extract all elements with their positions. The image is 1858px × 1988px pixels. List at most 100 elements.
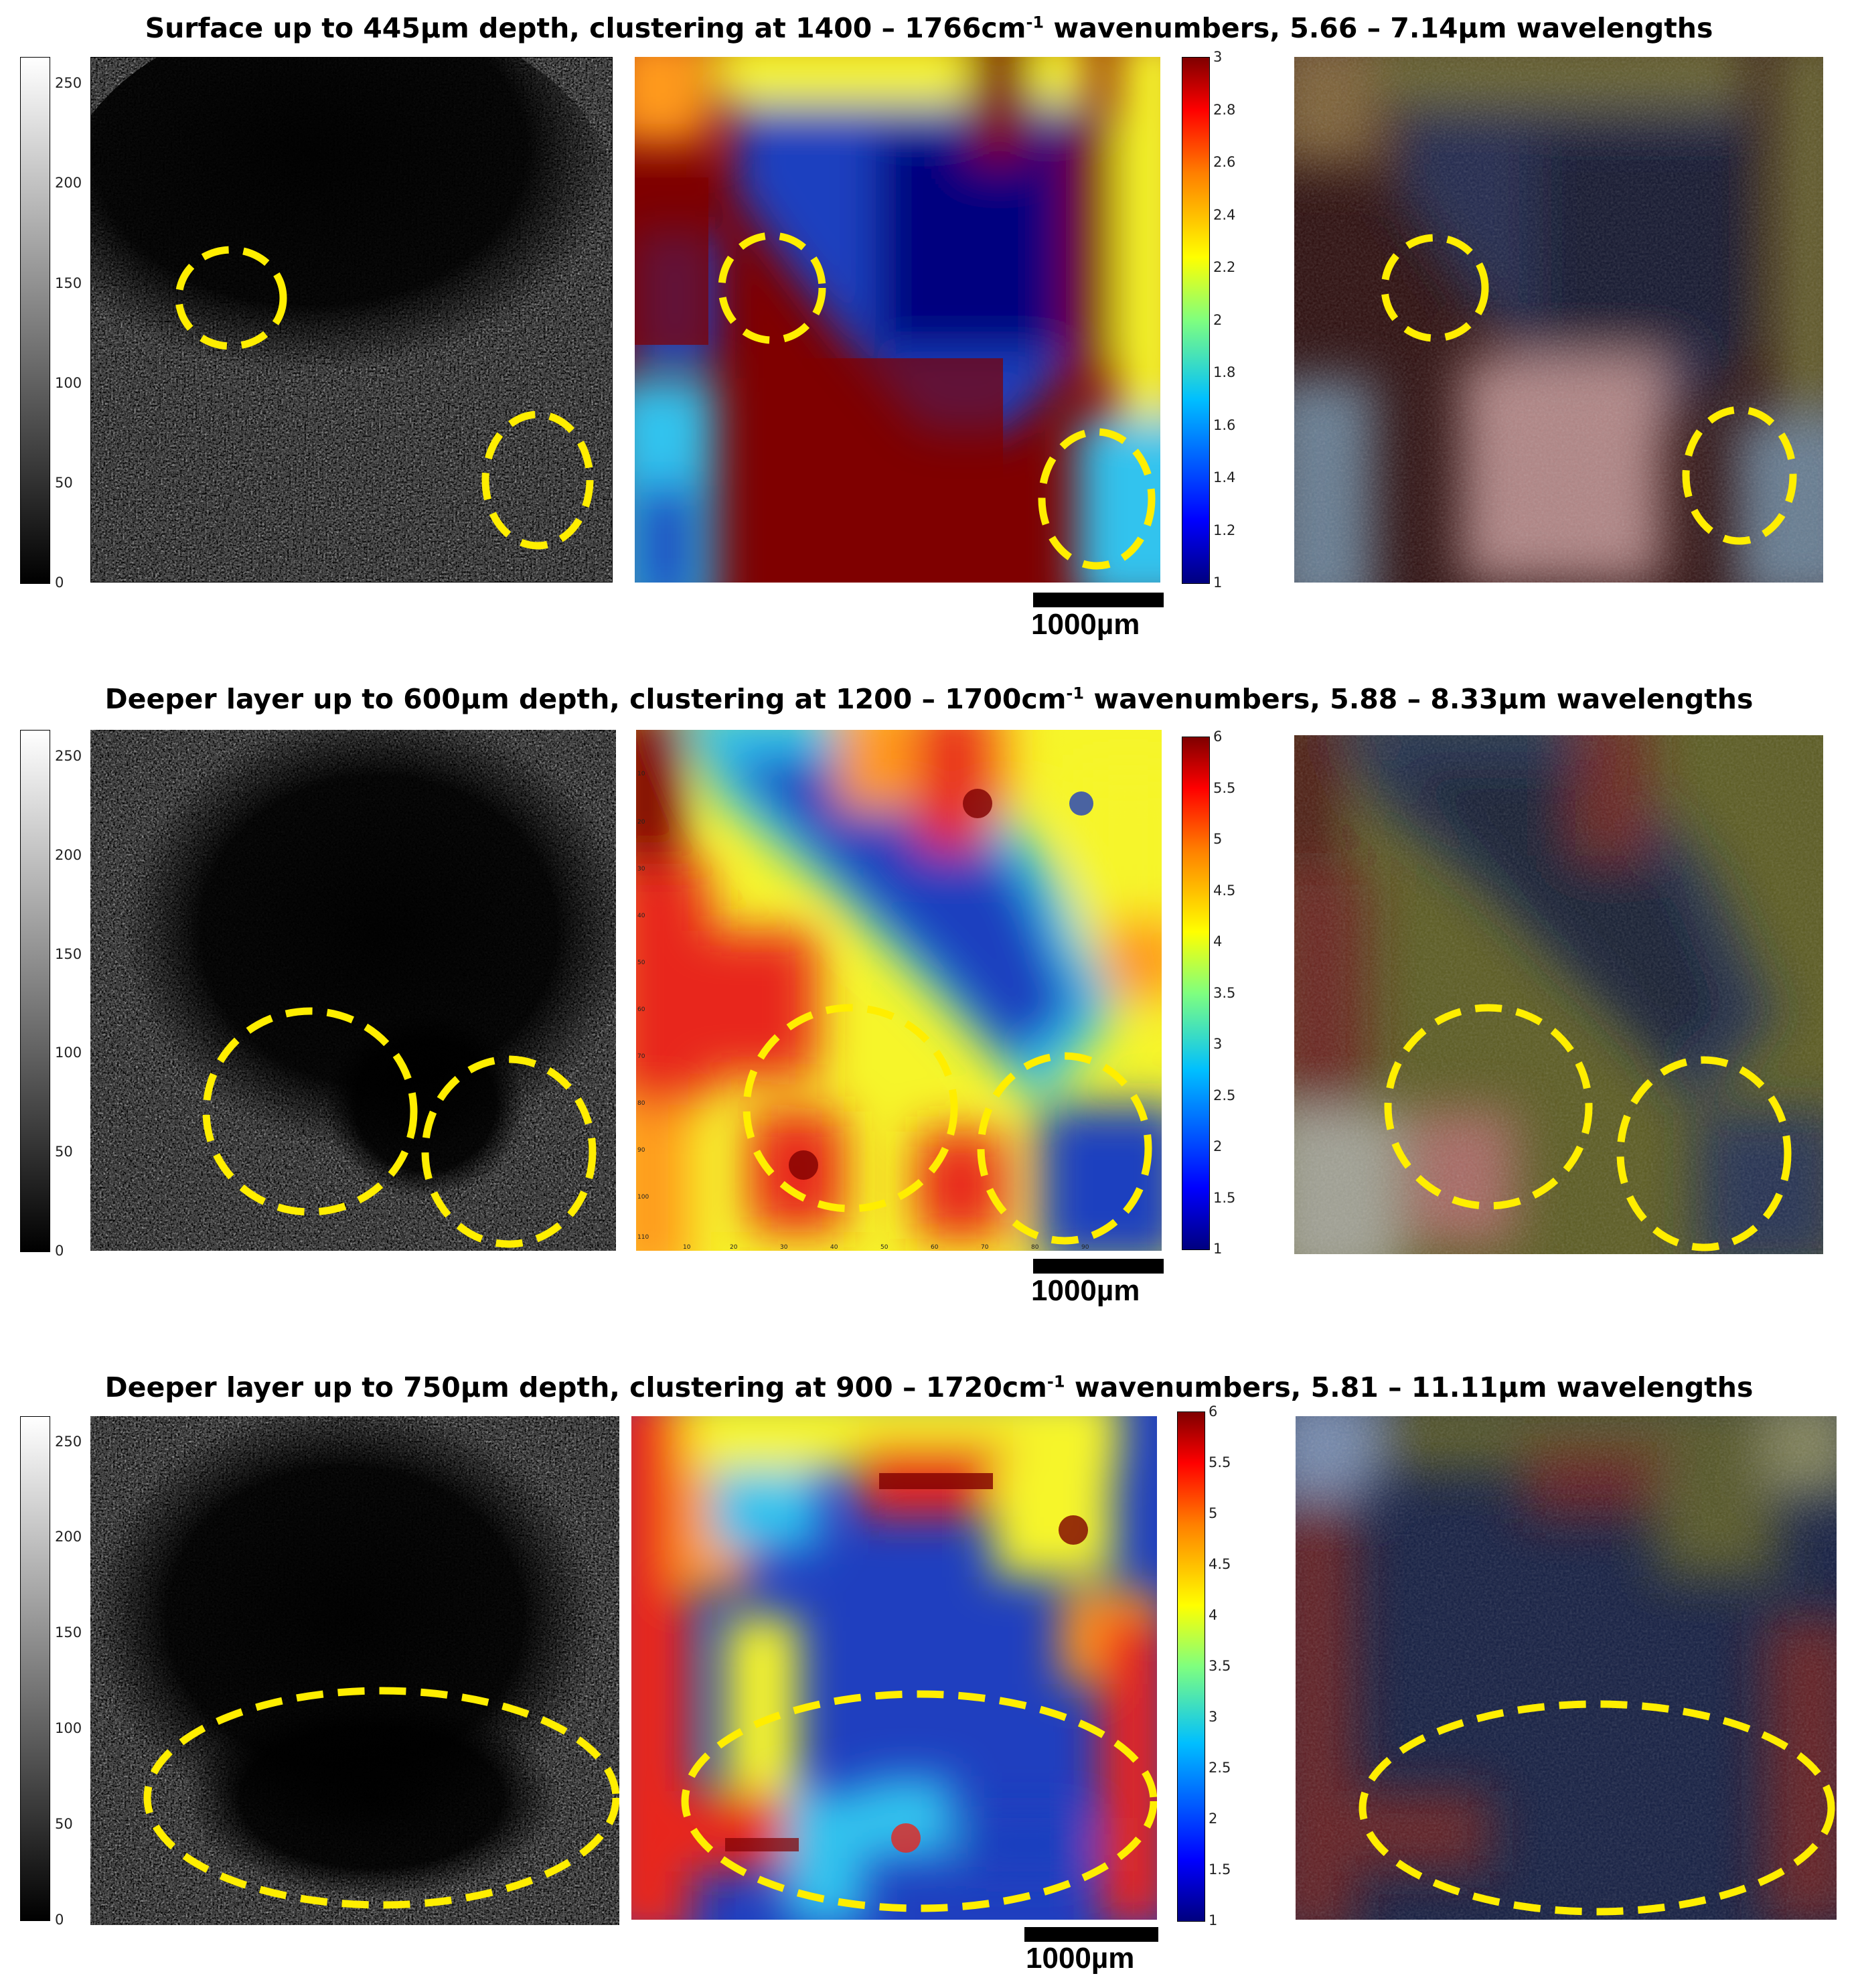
jet-tick: 5 (1213, 831, 1223, 847)
row-3-jet-colorbar (1177, 1411, 1205, 1922)
gray-tick: 0 (55, 575, 64, 591)
jet-tick: 1.8 (1213, 364, 1236, 380)
jet-tick: 2 (1209, 1811, 1218, 1827)
row-2-overlay-image (1294, 735, 1823, 1254)
svg-text:50: 50 (880, 1244, 888, 1251)
heatmap-axis-ticks: 10 20 30 40 50 60 70 80 90 100 110 10 20 30 40 50 60 70 8… (637, 771, 1089, 1251)
row-3-gray-colorbar-ticks: 0 50 100 150 200 250 (55, 1416, 95, 1928)
jet-tick: 4 (1213, 933, 1223, 949)
jet-tick: 1.5 (1213, 1189, 1236, 1206)
row-2-scale-label: 1000µm (1031, 1274, 1140, 1307)
jet-tick: 1.6 (1213, 416, 1236, 433)
jet-tick: 1.2 (1213, 522, 1236, 538)
highlight-circle (481, 410, 594, 550)
gray-tick: 150 (55, 275, 82, 291)
jet-tick: 4.5 (1209, 1556, 1231, 1572)
gray-tick: 150 (55, 1624, 82, 1641)
highlight-circle (1038, 428, 1156, 570)
svg-text:90: 90 (637, 1147, 645, 1154)
gray-tick: 250 (55, 747, 82, 764)
svg-text:70: 70 (637, 1053, 645, 1060)
jet-tick: 4 (1209, 1607, 1218, 1623)
gray-tick: 50 (55, 1144, 73, 1160)
jet-tick: 2 (1213, 311, 1223, 328)
highlight-circle (1359, 1700, 1835, 1916)
svg-text:20: 20 (730, 1244, 738, 1251)
gray-tick: 150 (55, 945, 82, 962)
svg-text:20: 20 (637, 819, 645, 826)
row-2-jet-colorbar-ticks: 1 1.5 2 2.5 3 3.5 4 4.5 5 5.5 6 (1213, 729, 1253, 1257)
jet-tick: 2.5 (1209, 1760, 1231, 1776)
row-3-title: Deeper layer up to 750µm depth, clusteri… (104, 1371, 1754, 1403)
row-3-gray-colorbar (20, 1416, 50, 1921)
row-3-cluster-heatmap (631, 1416, 1157, 1920)
highlight-circle (718, 232, 826, 344)
jet-tick: 3 (1209, 1709, 1218, 1725)
svg-text:70: 70 (981, 1244, 989, 1251)
highlight-circle (681, 1690, 1157, 1912)
jet-tick: 1.4 (1213, 469, 1236, 485)
svg-text:60: 60 (637, 1006, 645, 1013)
jet-tick: 2.5 (1213, 1087, 1236, 1103)
svg-text:50: 50 (637, 960, 645, 966)
highlight-circle (421, 1055, 597, 1248)
jet-tick: 5.5 (1209, 1454, 1231, 1470)
jet-tick: 5.5 (1213, 779, 1236, 796)
jet-tick: 3.5 (1213, 984, 1236, 1001)
row-1-gray-colorbar (20, 57, 50, 584)
highlight-circle (143, 1687, 619, 1909)
svg-text:100: 100 (637, 1194, 649, 1201)
highlight-circle (1381, 234, 1489, 342)
gray-tick: 250 (55, 75, 82, 92)
gray-tick: 250 (55, 1433, 82, 1450)
gray-tick: 100 (55, 1720, 82, 1737)
row-1-overlay-image (1294, 57, 1823, 583)
svg-text:30: 30 (637, 866, 645, 872)
row-2-grayscale-image (90, 730, 616, 1251)
jet-tick: 3 (1213, 1036, 1223, 1052)
svg-text:80: 80 (637, 1100, 645, 1107)
row-1-scale-bar (1033, 593, 1164, 607)
highlight-circle (1384, 1004, 1593, 1210)
row-2-jet-colorbar (1182, 737, 1210, 1250)
highlight-circle (1616, 1056, 1792, 1251)
jet-tick: 3.5 (1209, 1658, 1231, 1674)
row-2-cluster-heatmap: 10 20 30 40 50 60 70 80 90 100 110 10 20 30 40 50 60 70 8… (636, 730, 1162, 1251)
gray-tick: 200 (55, 846, 82, 863)
svg-text:60: 60 (931, 1244, 939, 1251)
row-1-scale-label: 1000µm (1031, 608, 1140, 641)
highlight-circle (743, 1004, 958, 1213)
row-3-overlay-image (1296, 1416, 1837, 1920)
svg-text:90: 90 (1081, 1244, 1089, 1251)
row-1-jet-colorbar-ticks: 1 1.2 1.4 1.6 1.8 2 2.2 2.4 2.6 2.8 3 (1213, 49, 1253, 591)
gray-tick: 200 (55, 1529, 82, 1545)
gray-tick: 0 (55, 1912, 64, 1928)
jet-tick: 1 (1209, 1912, 1218, 1928)
jet-tick: 2.2 (1213, 259, 1236, 275)
gray-tick: 50 (55, 1816, 73, 1833)
row-2-gray-colorbar-ticks: 0 50 100 150 200 250 (55, 730, 95, 1259)
jet-tick: 1.5 (1209, 1861, 1231, 1878)
jet-tick: 6 (1213, 729, 1223, 745)
jet-tick: 2.4 (1213, 206, 1236, 223)
svg-text:40: 40 (637, 913, 645, 919)
gray-tick: 50 (55, 474, 73, 491)
svg-text:10: 10 (683, 1244, 691, 1251)
row-1-title: Surface up to 445µm depth, clustering at… (145, 12, 1713, 44)
row-1-grayscale-image (90, 57, 613, 583)
row-3-scale-label: 1000µm (1026, 1942, 1135, 1975)
row-1-jet-colorbar (1182, 57, 1210, 584)
jet-tick: 1 (1213, 575, 1223, 591)
row-3-grayscale-image (90, 1416, 619, 1925)
highlight-circle (977, 1052, 1152, 1245)
svg-text:80: 80 (1031, 1244, 1039, 1251)
jet-tick: 2.8 (1213, 101, 1236, 118)
gray-tick: 0 (55, 1243, 64, 1259)
jet-tick: 3 (1213, 49, 1223, 65)
svg-text:110: 110 (637, 1234, 649, 1241)
jet-tick: 2 (1213, 1138, 1223, 1154)
gray-tick: 100 (55, 374, 82, 391)
gray-tick: 100 (55, 1045, 82, 1061)
highlight-circle (175, 246, 287, 350)
row-2-gray-colorbar (20, 730, 50, 1252)
